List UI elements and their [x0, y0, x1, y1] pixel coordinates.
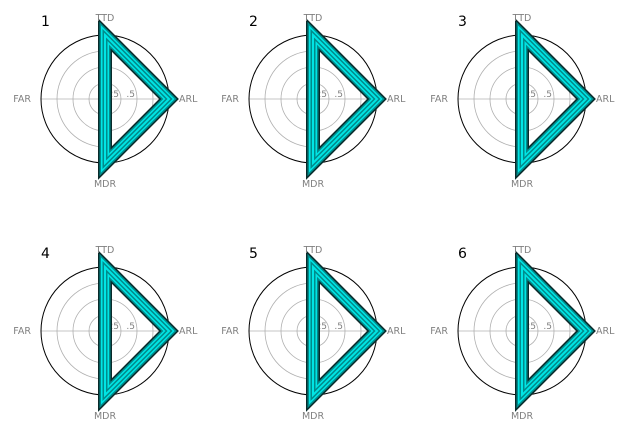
axis-label-far: FAR: [430, 326, 448, 337]
axis-label-arl: ARL: [179, 326, 198, 337]
axis-label-mdr: MDR: [94, 179, 117, 190]
panel-number-label: 6: [458, 246, 467, 262]
axis-label-far: FAR: [221, 326, 239, 337]
axis-label-ttd: TTD: [512, 13, 532, 24]
axis-label-arl: ARL: [596, 326, 615, 337]
axis-label-mdr: MDR: [94, 411, 117, 422]
radial-tick-label: .5: [543, 90, 552, 100]
axis-label-far: FAR: [221, 94, 239, 105]
radial-tick-label: .5: [126, 322, 135, 332]
panel-number-label: 3: [458, 14, 467, 30]
axis-label-mdr: MDR: [302, 411, 325, 422]
axis-label-ttd: TTD: [95, 245, 115, 256]
axis-label-mdr: MDR: [302, 179, 325, 190]
panel-number-label: 4: [41, 246, 50, 262]
axis-label-ttd: TTD: [512, 245, 532, 256]
axis-label-far: FAR: [13, 326, 31, 337]
axis-label-ttd: TTD: [303, 245, 323, 256]
panel-number-label: 2: [249, 14, 258, 30]
radial-tick-label: .5: [126, 90, 135, 100]
axis-label-ttd: TTD: [95, 13, 115, 24]
axis-label-far: FAR: [13, 94, 31, 105]
axis-label-far: FAR: [430, 94, 448, 105]
panel-number-label: 5: [249, 246, 258, 262]
axis-label-arl: ARL: [387, 94, 406, 105]
axis-label-mdr: MDR: [511, 411, 534, 422]
panel-number-label: 1: [41, 14, 50, 30]
axis-label-ttd: TTD: [303, 13, 323, 24]
axis-label-arl: ARL: [596, 94, 615, 105]
axis-label-mdr: MDR: [511, 179, 534, 190]
radial-tick-label: .5: [334, 322, 343, 332]
radial-tick-label: .5: [543, 322, 552, 332]
radial-tick-label: .5: [334, 90, 343, 100]
axis-label-arl: ARL: [179, 94, 198, 105]
axis-label-arl: ARL: [387, 326, 406, 337]
